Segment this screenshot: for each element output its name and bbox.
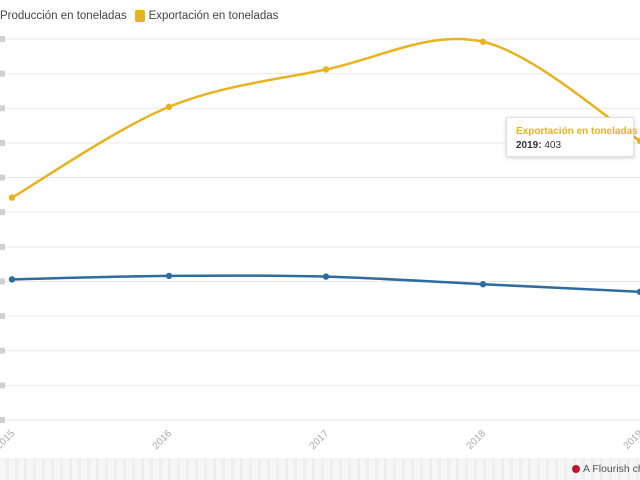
data-point-production-2017[interactable]	[322, 273, 330, 280]
legend-label-production: Producción en toneladas	[0, 10, 127, 22]
data-point-export-2019[interactable]	[636, 137, 640, 145]
tooltip-title: Exportación en toneladas	[516, 126, 638, 137]
tooltip: Exportación en toneladas 2019: 403	[506, 117, 638, 157]
legend-label-export: Exportación en toneladas	[148, 10, 279, 22]
x-tick-label: 2019	[622, 428, 640, 452]
x-axis-ticks: 2015 2016 2017 2018 2019	[0, 428, 640, 452]
y-tick-label-fragment	[0, 347, 5, 354]
tooltip-year: 2019:	[516, 140, 542, 151]
x-tick-label: 2016	[151, 428, 175, 452]
y-tick-label-fragment	[0, 382, 5, 389]
y-tick-label-fragment	[0, 209, 5, 216]
data-point-production-2015[interactable]	[8, 276, 16, 283]
data-point-export-2016[interactable]	[165, 103, 173, 111]
tooltip-value-row: 2019: 403	[516, 139, 624, 153]
y-tick-label-fragment	[0, 36, 5, 42]
data-point-export-2018[interactable]	[479, 38, 487, 45]
tooltip-value: 403	[544, 140, 562, 151]
legend-item-production[interactable]: Producción en toneladas	[0, 10, 127, 22]
y-tick-label-fragment	[0, 243, 5, 250]
legend-item-export[interactable]: Exportación en toneladas	[134, 10, 279, 22]
series-lines	[11, 37, 640, 294]
y-tick-label-fragment	[0, 313, 5, 320]
x-tick-label: 2018	[465, 428, 489, 452]
flourish-credit[interactable]: A Flourish ch	[572, 463, 640, 475]
legend: Producción en toneladas Exportación en t…	[0, 8, 278, 24]
data-point-export-2017[interactable]	[322, 66, 330, 73]
grid-lines	[0, 36, 640, 423]
y-tick-label-fragment	[0, 70, 5, 77]
credit-text: A Flourish ch	[583, 463, 640, 475]
y-tick-label-fragment	[0, 139, 5, 146]
y-tick-label-fragment	[0, 417, 5, 423]
y-tick-label-fragment	[0, 105, 5, 112]
data-point-production-2016[interactable]	[165, 272, 173, 280]
y-tick-label-fragment	[0, 174, 5, 181]
y-tick-label-fragment	[0, 278, 5, 285]
x-tick-label: 2015	[0, 428, 17, 452]
footer-bar	[0, 458, 640, 480]
flourish-icon	[572, 465, 580, 473]
series-points	[8, 38, 640, 296]
data-point-production-2019[interactable]	[636, 288, 640, 296]
x-tick-label: 2017	[308, 428, 332, 452]
legend-swatch-export	[134, 10, 145, 22]
data-point-production-2018[interactable]	[479, 281, 487, 288]
data-point-export-2015[interactable]	[8, 194, 16, 201]
